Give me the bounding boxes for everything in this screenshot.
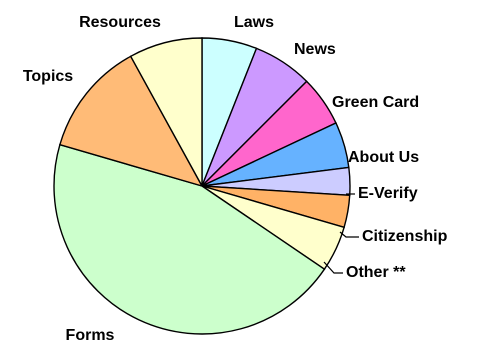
- leader-line-other: [323, 261, 343, 274]
- slice-label-resources: Resources: [79, 14, 161, 31]
- pie-slice-topics: [59, 55, 204, 188]
- slice-label-citizenship: Citizenship: [362, 228, 448, 245]
- leader-lines: [323, 193, 359, 274]
- pie-slices: [53, 37, 351, 335]
- pie-slice-resources: [129, 37, 203, 187]
- slice-label-news: News: [294, 41, 336, 58]
- slice-labels: Laws News Green Card About Us E-Verify Citize…: [23, 14, 448, 344]
- pie-slice-forms: [53, 143, 326, 335]
- slice-label-topics: Topics: [23, 68, 73, 85]
- slice-label-about-us: About Us: [348, 149, 419, 166]
- slice-label-e-verify: E-Verify: [358, 185, 418, 202]
- slice-label-green-card: Green Card: [332, 94, 419, 111]
- slice-label-forms: Forms: [66, 327, 115, 344]
- slice-label-other: Other **: [346, 264, 406, 281]
- leader-line-citizenship: [339, 231, 359, 238]
- slice-label-laws: Laws: [234, 14, 274, 31]
